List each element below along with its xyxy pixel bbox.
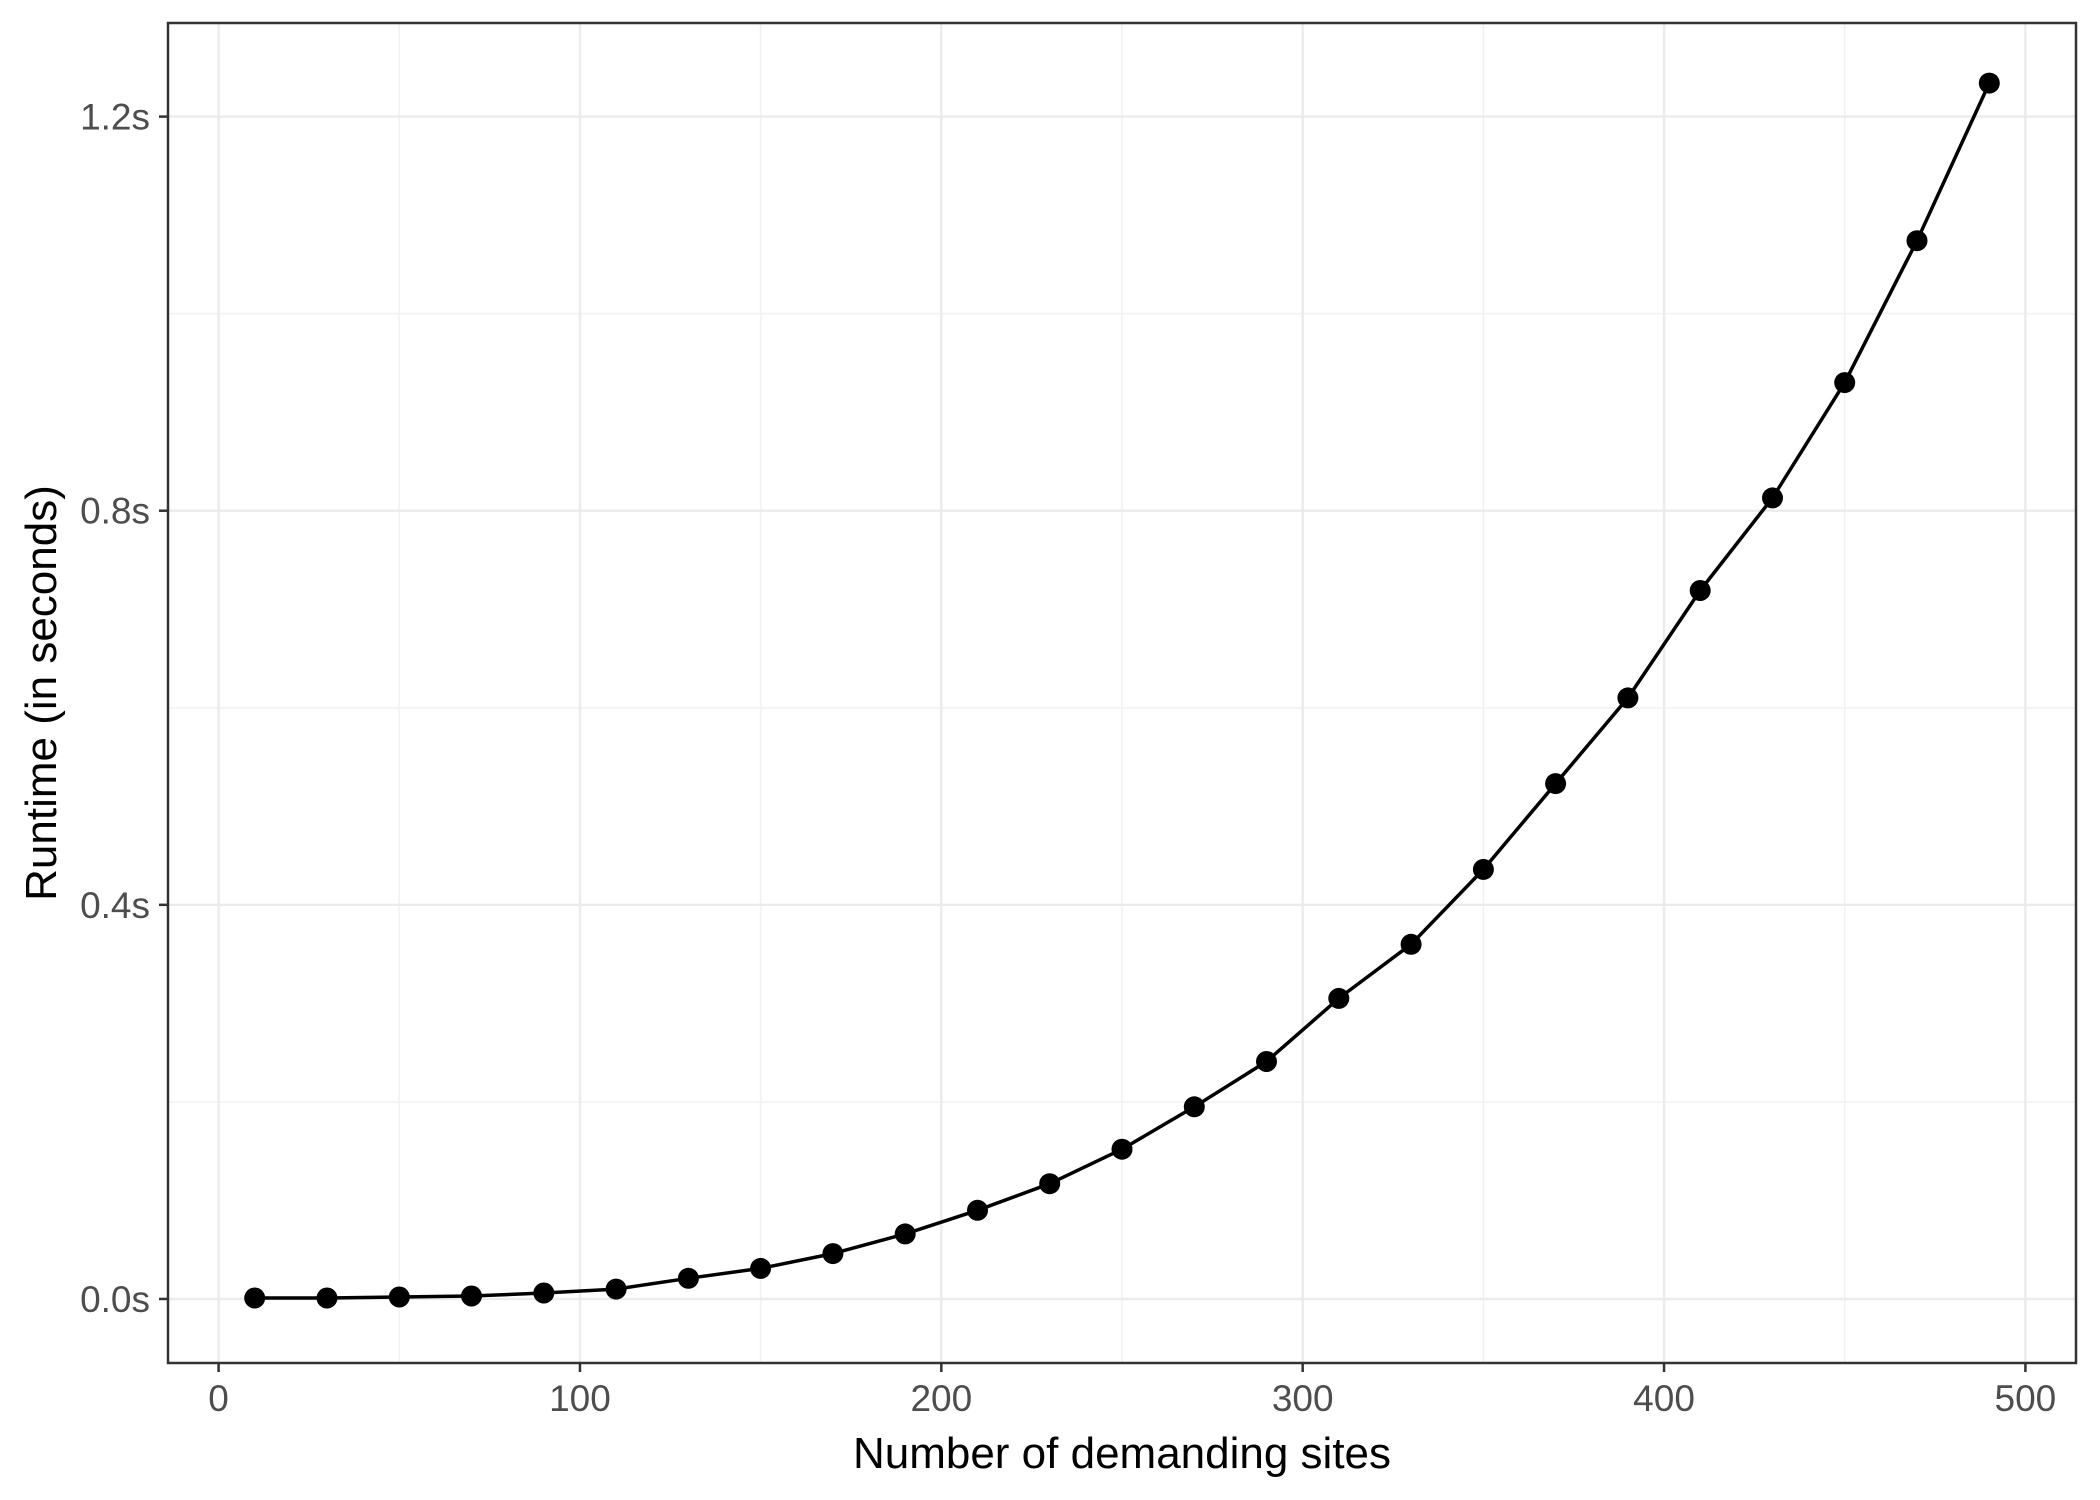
- data-point: [533, 1282, 555, 1304]
- axis-ticks: [159, 115, 2027, 1372]
- y-tick-label: 0.8s: [80, 491, 150, 532]
- data-point: [1183, 1096, 1205, 1118]
- data-point: [1762, 487, 1783, 509]
- data-point: [1978, 72, 2000, 94]
- data-point: [1400, 933, 1422, 955]
- data-point: [1039, 1173, 1061, 1195]
- data-point: [1328, 987, 1350, 1009]
- data-point: [605, 1278, 627, 1300]
- data-point: [1256, 1051, 1277, 1072]
- y-tick-label: 1.2s: [80, 97, 150, 138]
- grid-minor: [168, 23, 2076, 1363]
- x-tick-label: 100: [549, 1378, 611, 1419]
- y-axis-title: Runtime (in seconds): [17, 485, 66, 901]
- data-point: [1472, 858, 1494, 880]
- data-point: [316, 1287, 338, 1309]
- y-tick-label: 0.0s: [80, 1279, 150, 1320]
- x-tick-label: 0: [208, 1378, 229, 1419]
- data-point: [1617, 687, 1639, 709]
- x-tick-label: 500: [1995, 1378, 2057, 1419]
- data-point: [1545, 773, 1567, 795]
- data-point: [244, 1287, 266, 1309]
- y-tick-label: 0.4s: [80, 885, 150, 926]
- grid-major: [168, 23, 2076, 1363]
- data-point: [894, 1223, 916, 1245]
- data-point: [1111, 1138, 1133, 1160]
- x-tick-label: 200: [910, 1378, 972, 1419]
- data-point: [1834, 372, 1856, 394]
- x-tick-label: 400: [1633, 1378, 1695, 1419]
- data-point: [967, 1199, 988, 1221]
- data-point: [822, 1243, 844, 1265]
- tick-labels: 0 100 200 300 400 500 0.0s 0.4s 0.8s 1.2s: [80, 97, 2056, 1419]
- x-tick-label: 300: [1272, 1378, 1334, 1419]
- data-point: [461, 1285, 482, 1307]
- data-point: [750, 1257, 772, 1279]
- data-point: [677, 1267, 699, 1289]
- data-point: [388, 1286, 410, 1308]
- panel-border: [166, 21, 2078, 1365]
- data-series: [244, 72, 2000, 1309]
- data-point: [1906, 230, 1928, 252]
- data-point: [1689, 580, 1711, 601]
- x-axis-title: Number of demanding sites: [853, 1429, 1391, 1478]
